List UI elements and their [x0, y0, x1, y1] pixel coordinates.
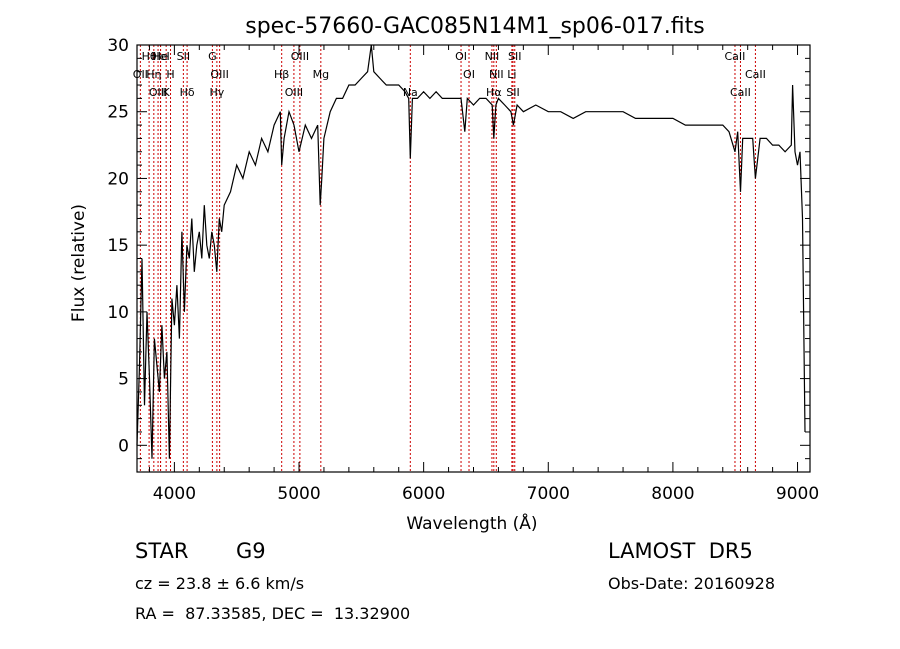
x-axis-ticks: 4000 5000 6000 7000 8000 9000 — [148, 45, 819, 504]
line-marker-labels: HθOIIOIIIHeHηKHeIHHδSIIOIIIHγGHβOIIIOIII… — [133, 50, 766, 99]
survey-name: LAMOST DR5 — [608, 539, 753, 563]
line-marker-label: Hγ — [209, 86, 224, 99]
x-tick-label: 8000 — [651, 484, 694, 504]
line-marker-label: H — [166, 68, 174, 81]
line-marker-label: Hβ — [274, 68, 289, 81]
y-tick-label: 15 — [107, 236, 129, 256]
line-marker-label: CaII — [725, 50, 746, 63]
x-tick-label: 6000 — [402, 484, 445, 504]
sky-coordinates: RA = 87.33585, DEC = 13.32900 — [135, 604, 411, 623]
line-marker-label: K — [163, 86, 171, 99]
line-marker-label: NII — [489, 68, 504, 81]
y-tick-label: 0 — [118, 436, 129, 456]
line-marker-label: Mg — [313, 68, 329, 81]
line-marker-label: SII — [177, 50, 190, 63]
object-subclass: G9 — [236, 539, 266, 563]
line-marker-label: NII — [485, 50, 500, 63]
line-marker-layer — [139, 45, 756, 472]
line-marker-label: OI — [463, 68, 475, 81]
line-marker-label: SII — [508, 50, 521, 63]
x-tick-label: 5000 — [277, 484, 320, 504]
object-class: STAR — [135, 539, 189, 563]
y-axis-label: Flux (relative) — [69, 204, 89, 322]
line-marker-label: G — [208, 50, 217, 63]
line-marker-label: He — [153, 50, 168, 63]
line-marker-label: OI — [455, 50, 467, 63]
y-tick-label: 5 — [118, 370, 129, 390]
line-marker-label: OIII — [285, 86, 303, 99]
y-axis-ticks: 0 5 10 15 20 25 30 — [107, 36, 810, 460]
line-marker-label: Hδ — [180, 86, 195, 99]
line-marker-label: Hα — [486, 86, 502, 99]
y-tick-label: 30 — [107, 36, 129, 56]
redshift-cz: cz = 23.8 ± 6.6 km/s — [135, 574, 305, 593]
line-marker-label: OIII — [291, 50, 309, 63]
x-tick-label: 9000 — [776, 484, 819, 504]
line-marker-label: Hθ — [142, 50, 157, 63]
line-marker-label: CaII — [730, 86, 751, 99]
spectrum-line — [136, 44, 806, 459]
line-marker-label: CaII — [745, 68, 766, 81]
x-axis-label: Wavelength (Å) — [406, 512, 537, 534]
x-tick-label: 7000 — [527, 484, 570, 504]
x-tick-label: 4000 — [153, 484, 196, 504]
line-marker-label: Li — [507, 68, 516, 81]
line-marker-label: Hη — [146, 68, 161, 81]
plot-frame — [136, 44, 811, 473]
y-tick-label: 25 — [107, 103, 129, 123]
observation-date: Obs-Date: 20160928 — [608, 574, 776, 593]
y-tick-label: 10 — [107, 303, 129, 323]
line-marker-label: OIII — [210, 68, 228, 81]
line-marker-label: SII — [506, 86, 519, 99]
y-tick-label: 20 — [107, 169, 129, 189]
line-marker-label: HeI — [151, 50, 169, 63]
chart-title: spec-57660-GAC085N14M1_sp06-017.fits — [245, 14, 705, 39]
line-marker-label: OIII — [149, 86, 167, 99]
